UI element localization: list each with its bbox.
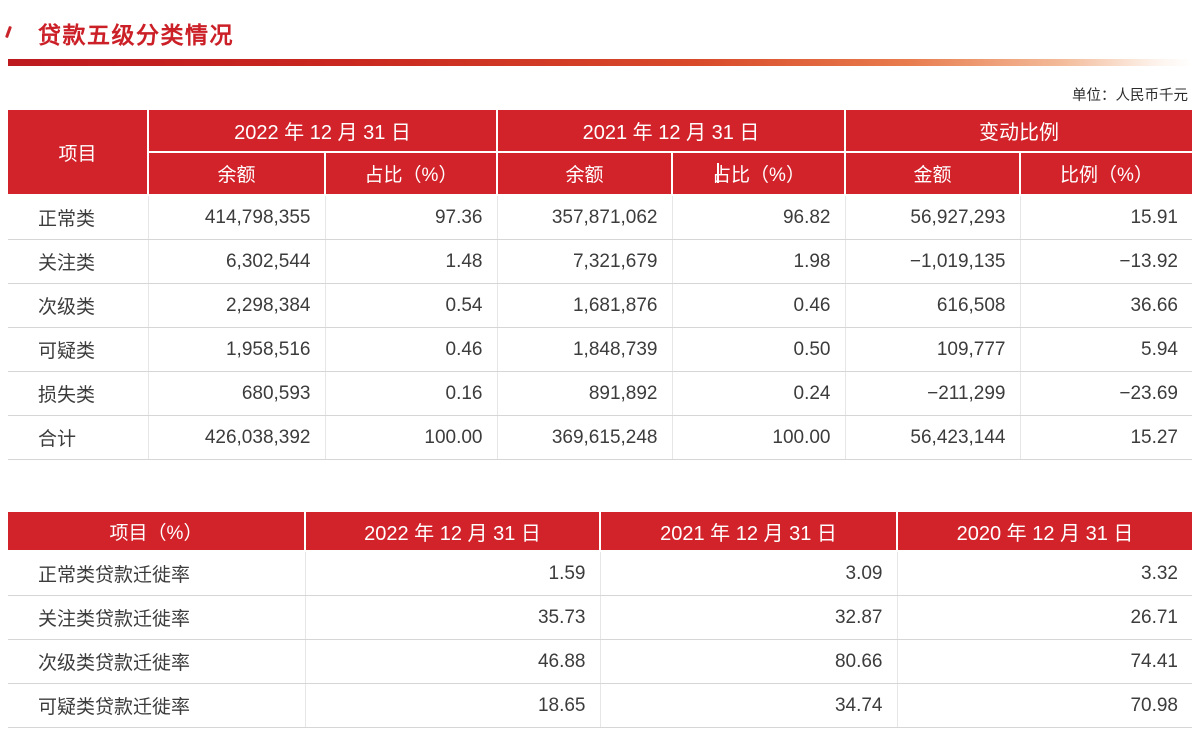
- text-cursor: [716, 163, 719, 183]
- cell-value: 1.48: [324, 239, 497, 284]
- cell-value: 426,038,392: [147, 415, 325, 460]
- cell-value: 56,423,144: [844, 415, 1020, 460]
- cell-value: 5.94: [1019, 327, 1192, 372]
- title-divider: [8, 59, 1192, 66]
- col-header-item: 项目: [8, 110, 149, 196]
- row-label: 可疑类: [8, 327, 148, 372]
- table2-header-row: 项目（%） 2022 年 12 月 31 日 2021 年 12 月 31 日 …: [8, 512, 1192, 552]
- col-header-change-ratio: 比例（%）: [1019, 151, 1192, 196]
- cell-value: 56,927,293: [844, 195, 1020, 240]
- col-header-balance-2021: 余额: [496, 151, 673, 196]
- col-group-2022: 2022 年 12 月 31 日: [147, 110, 498, 153]
- row-label: 损失类: [8, 371, 148, 416]
- cell-value: −13.92: [1019, 239, 1192, 284]
- cell-value: 3.09: [599, 551, 897, 596]
- cell-value: 0.50: [671, 327, 845, 372]
- cell-value: 0.24: [671, 371, 845, 416]
- cell-value: 0.54: [324, 283, 497, 328]
- table1-header-sub-row: 余额 占比（%） 余额 占比（%） 金额 比例（%）: [8, 151, 1192, 196]
- cell-value: 1,681,876: [496, 283, 672, 328]
- cell-value: 1.59: [304, 551, 600, 596]
- cell-value: 891,892: [496, 371, 672, 416]
- cell-value: 1.98: [671, 239, 845, 284]
- cell-value: 3.32: [896, 551, 1192, 596]
- cell-value: 46.88: [304, 639, 600, 684]
- row-label: 正常类: [8, 195, 148, 240]
- row-label: 可疑类贷款迁徙率: [8, 683, 305, 728]
- loan-migration-rate-table: 项目（%） 2022 年 12 月 31 日 2021 年 12 月 31 日 …: [8, 512, 1192, 728]
- cell-value: 18.65: [304, 683, 600, 728]
- cell-value: 70.98: [896, 683, 1192, 728]
- cell-value: 35.73: [304, 595, 600, 640]
- row-label: 正常类贷款迁徙率: [8, 551, 305, 596]
- cell-value: 26.71: [896, 595, 1192, 640]
- cell-value: 15.27: [1019, 415, 1192, 460]
- cell-value: 0.46: [671, 283, 845, 328]
- cell-value: 97.36: [324, 195, 497, 240]
- cell-value: 6,302,544: [147, 239, 325, 284]
- cell-value: 15.91: [1019, 195, 1192, 240]
- section-marker: [5, 25, 12, 39]
- cell-value: 357,871,062: [496, 195, 672, 240]
- table-row: 正常类贷款迁徙率 1.59 3.09 3.32: [8, 551, 1192, 596]
- cell-value: 0.16: [324, 371, 497, 416]
- col-header-change-amount: 金额: [844, 151, 1021, 196]
- cell-value: 0.46: [324, 327, 497, 372]
- table-row: 次级类贷款迁徙率 46.88 80.66 74.41: [8, 639, 1192, 684]
- col-header-2021: 2021 年 12 月 31 日: [599, 512, 898, 552]
- table1-header-group-row: 项目 2022 年 12 月 31 日 2021 年 12 月 31 日 变动比…: [8, 110, 1192, 196]
- col-group-change: 变动比例: [844, 110, 1192, 153]
- table-row: 可疑类 1,958,516 0.46 1,848,739 0.50 109,77…: [8, 327, 1192, 372]
- cell-value: 32.87: [599, 595, 897, 640]
- cell-value: 1,848,739: [496, 327, 672, 372]
- cell-value: 109,777: [844, 327, 1020, 372]
- cell-value: 414,798,355: [147, 195, 325, 240]
- col-group-2021: 2021 年 12 月 31 日: [496, 110, 846, 153]
- col-header-item-pct: 项目（%）: [8, 512, 306, 552]
- cell-value: 7,321,679: [496, 239, 672, 284]
- table-row-total: 合计 426,038,392 100.00 369,615,248 100.00…: [8, 415, 1192, 460]
- col-header-ratio-2021: 占比（%）: [671, 151, 846, 196]
- row-label: 次级类: [8, 283, 148, 328]
- table-row: 可疑类贷款迁徙率 18.65 34.74 70.98: [8, 683, 1192, 728]
- cell-value: 100.00: [324, 415, 497, 460]
- cell-value: 96.82: [671, 195, 845, 240]
- cell-value: 100.00: [671, 415, 845, 460]
- row-label: 关注类: [8, 239, 148, 284]
- cell-value: 616,508: [844, 283, 1020, 328]
- unit-note: 单位：人民币千元: [1072, 88, 1188, 104]
- cell-value: 80.66: [599, 639, 897, 684]
- cell-value: −211,299: [844, 371, 1020, 416]
- col-header-balance-2022: 余额: [148, 151, 326, 196]
- row-label: 合计: [8, 415, 148, 460]
- page-title: 贷款五级分类情况: [38, 22, 234, 48]
- cell-value: 1,958,516: [147, 327, 325, 372]
- row-label: 关注类贷款迁徙率: [8, 595, 305, 640]
- table-row: 关注类贷款迁徙率 35.73 32.87 26.71: [8, 595, 1192, 640]
- cell-value: 36.66: [1019, 283, 1192, 328]
- col-header-2022: 2022 年 12 月 31 日: [304, 512, 601, 552]
- cell-value: 680,593: [147, 371, 325, 416]
- table-row: 正常类 414,798,355 97.36 357,871,062 96.82 …: [8, 195, 1192, 240]
- cell-value: 2,298,384: [147, 283, 325, 328]
- loan-five-level-classification-table: 项目 2022 年 12 月 31 日 2021 年 12 月 31 日 变动比…: [8, 110, 1192, 460]
- col-header-ratio-2022: 占比（%）: [324, 151, 498, 196]
- cell-value: 74.41: [896, 639, 1192, 684]
- col-header-2020: 2020 年 12 月 31 日: [896, 512, 1192, 552]
- cell-value: 369,615,248: [496, 415, 672, 460]
- table-row: 次级类 2,298,384 0.54 1,681,876 0.46 616,50…: [8, 283, 1192, 328]
- cell-value: 34.74: [599, 683, 897, 728]
- cell-value: −23.69: [1019, 371, 1192, 416]
- table-row: 关注类 6,302,544 1.48 7,321,679 1.98 −1,019…: [8, 239, 1192, 284]
- cell-value: −1,019,135: [844, 239, 1020, 284]
- row-label: 次级类贷款迁徙率: [8, 639, 305, 684]
- table-row: 损失类 680,593 0.16 891,892 0.24 −211,299 −…: [8, 371, 1192, 416]
